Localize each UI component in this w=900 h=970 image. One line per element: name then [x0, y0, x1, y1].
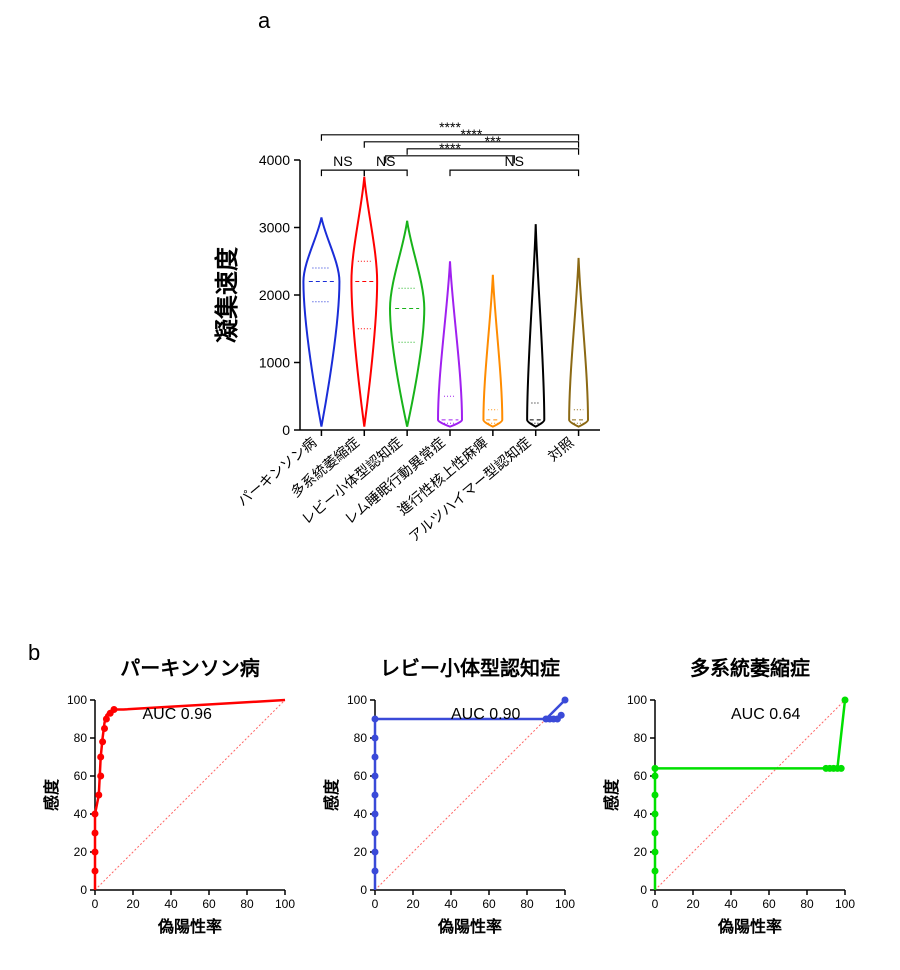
svg-text:100: 100 [275, 897, 295, 911]
svg-text:凝集速度: 凝集速度 [213, 246, 241, 343]
svg-text:20: 20 [354, 845, 368, 859]
svg-text:60: 60 [74, 769, 88, 783]
svg-text:100: 100 [627, 693, 647, 707]
svg-text:40: 40 [354, 807, 368, 821]
svg-text:40: 40 [634, 807, 648, 821]
svg-text:レビー小体型認知症: レビー小体型認知症 [380, 656, 560, 680]
svg-text:60: 60 [634, 769, 648, 783]
svg-text:AUC 0.90: AUC 0.90 [451, 706, 520, 723]
roc-charts: パーキンソン病 0 20 40 60 80 100 0 20 40 60 80 100 偽陽性率 感度 AUC… [40, 650, 880, 960]
svg-text:60: 60 [762, 897, 776, 911]
svg-text:0: 0 [360, 883, 367, 897]
svg-text:対照: 対照 [545, 434, 577, 464]
svg-text:20: 20 [634, 845, 648, 859]
svg-text:80: 80 [74, 731, 88, 745]
svg-text:80: 80 [634, 731, 648, 745]
svg-text:3000: 3000 [259, 220, 290, 236]
svg-text:AUC 0.96: AUC 0.96 [143, 706, 212, 723]
svg-text:0: 0 [92, 897, 99, 911]
svg-text:40: 40 [444, 897, 458, 911]
svg-text:60: 60 [202, 897, 216, 911]
svg-text:80: 80 [800, 897, 814, 911]
svg-text:パーキンソン病: パーキンソン病 [120, 656, 259, 680]
svg-text:偽陽性率: 偽陽性率 [157, 917, 222, 936]
panel-b-label: b [28, 640, 40, 666]
svg-text:0: 0 [282, 422, 290, 438]
svg-text:100: 100 [347, 693, 367, 707]
svg-text:NS: NS [505, 153, 524, 169]
svg-text:AUC 0.64: AUC 0.64 [731, 706, 800, 723]
svg-text:0: 0 [640, 883, 647, 897]
svg-text:20: 20 [74, 845, 88, 859]
svg-text:100: 100 [67, 693, 87, 707]
svg-text:100: 100 [555, 897, 575, 911]
svg-text:100: 100 [835, 897, 855, 911]
svg-text:NS: NS [376, 153, 395, 169]
svg-text:****: **** [461, 126, 483, 142]
svg-text:20: 20 [126, 897, 140, 911]
svg-text:2000: 2000 [259, 287, 290, 303]
svg-text:4000: 4000 [259, 152, 290, 168]
svg-text:80: 80 [354, 731, 368, 745]
svg-text:感度: 感度 [602, 778, 621, 811]
svg-text:40: 40 [164, 897, 178, 911]
svg-text:40: 40 [74, 807, 88, 821]
svg-text:***: *** [485, 133, 502, 149]
svg-text:80: 80 [240, 897, 254, 911]
svg-text:1000: 1000 [259, 355, 290, 371]
svg-text:0: 0 [372, 897, 379, 911]
svg-text:0: 0 [80, 883, 87, 897]
svg-text:60: 60 [482, 897, 496, 911]
svg-text:80: 80 [520, 897, 534, 911]
svg-text:60: 60 [354, 769, 368, 783]
svg-text:多系統萎縮症: 多系統萎縮症 [690, 656, 810, 680]
svg-text:NS: NS [333, 153, 352, 169]
svg-text:20: 20 [406, 897, 420, 911]
svg-text:感度: 感度 [322, 778, 341, 811]
svg-text:偽陽性率: 偽陽性率 [717, 917, 782, 936]
violin-chart: 01000200030004000凝集速度パーキンソン病多系統萎縮症レビー小体型… [110, 10, 670, 590]
svg-text:****: **** [439, 119, 461, 135]
svg-text:40: 40 [724, 897, 738, 911]
svg-text:20: 20 [686, 897, 700, 911]
svg-text:****: **** [439, 140, 461, 156]
svg-text:感度: 感度 [42, 778, 61, 811]
svg-text:偽陽性率: 偽陽性率 [437, 917, 502, 936]
svg-text:0: 0 [652, 897, 659, 911]
